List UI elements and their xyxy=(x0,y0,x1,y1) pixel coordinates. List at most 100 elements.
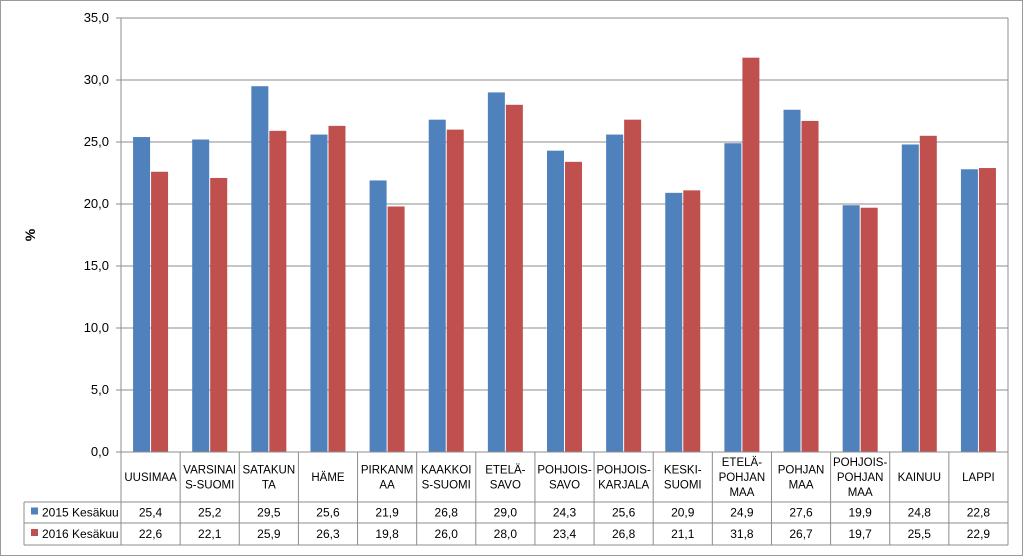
legend-swatch xyxy=(31,507,38,515)
x-tick-label: SUOMI xyxy=(664,480,702,492)
x-tick-label: POHJOIS- xyxy=(596,465,650,477)
x-tick-label: S-SUOMI xyxy=(185,480,234,492)
y-tick-label: 15,0 xyxy=(84,258,109,273)
y-axis-title: % xyxy=(22,228,38,241)
data-label: 24,9 xyxy=(730,506,754,520)
data-label: 21,9 xyxy=(375,506,399,520)
bar-series1 xyxy=(133,137,151,453)
legend-swatch xyxy=(31,529,38,536)
x-tick-label: S-SUOMI xyxy=(422,480,471,492)
data-label: 26,8 xyxy=(435,506,459,520)
bar-series1 xyxy=(665,192,683,452)
legend-label: 2015 Kesäkuu xyxy=(42,506,119,520)
x-tick-label: KARJALA xyxy=(598,480,649,492)
data-label: 20,9 xyxy=(671,506,695,520)
bar-series2 xyxy=(151,171,169,452)
x-tick-label: POHJAN xyxy=(837,472,884,484)
bar-series2 xyxy=(387,206,405,452)
x-tick-label: PIRKANM xyxy=(361,465,413,477)
data-label: 25,4 xyxy=(139,506,163,520)
x-tick-label: SAVO xyxy=(490,480,521,492)
bar-series1 xyxy=(251,86,269,452)
x-tick-label: VARSINAI xyxy=(183,465,236,477)
data-label: 21,1 xyxy=(671,527,695,541)
data-label: 25,6 xyxy=(316,506,340,520)
bar-series1 xyxy=(606,134,624,452)
bar-series1 xyxy=(901,144,919,453)
x-tick-label: TA xyxy=(262,480,276,492)
data-label: 26,0 xyxy=(435,527,459,541)
bar-series2 xyxy=(565,161,582,452)
y-tick-label: 5,0 xyxy=(91,382,109,397)
x-tick-label: LAPPI xyxy=(962,472,995,484)
data-label: 22,8 xyxy=(967,506,991,520)
bar-series2 xyxy=(801,120,819,453)
bar-series1 xyxy=(310,134,328,452)
x-tick-label: SATAKUN xyxy=(243,465,296,477)
y-tick-label: 20,0 xyxy=(84,196,109,211)
bar-series1 xyxy=(724,143,742,453)
data-label: 19,8 xyxy=(375,527,399,541)
data-label: 26,7 xyxy=(789,527,813,541)
y-tick-label: 0,0 xyxy=(91,444,109,459)
x-tick-label: UUSIMAA xyxy=(124,472,177,484)
bar-series1 xyxy=(192,139,210,452)
bar-series2 xyxy=(978,168,996,453)
bar-series2 xyxy=(328,125,346,452)
bar-series2 xyxy=(860,207,878,452)
x-tick-label: POHJOIS- xyxy=(537,465,591,477)
x-tick-label: MAA xyxy=(789,480,814,492)
x-tick-label: AA xyxy=(379,480,395,492)
data-label: 24,8 xyxy=(908,506,932,520)
data-label: 25,9 xyxy=(257,527,281,541)
bar-series2 xyxy=(210,177,228,452)
data-label: 29,5 xyxy=(257,506,281,520)
data-label: 23,4 xyxy=(553,527,577,541)
data-label: 26,3 xyxy=(316,527,340,541)
data-label: 26,8 xyxy=(612,527,636,541)
data-label: 29,0 xyxy=(494,506,518,520)
x-tick-label: KESKI- xyxy=(664,465,702,477)
bar-series1 xyxy=(547,150,564,452)
y-tick-label: 25,0 xyxy=(84,134,109,149)
y-tick-label: 30,0 xyxy=(84,72,109,87)
data-label: 19,9 xyxy=(848,506,872,520)
y-tick-label: 35,0 xyxy=(84,10,109,25)
x-tick-label: POHJAN xyxy=(719,472,766,484)
x-tick-label: POHJAN xyxy=(778,465,825,477)
x-tick-label: SAVO xyxy=(549,480,580,492)
x-tick-label: ETELÄ- xyxy=(722,457,762,469)
bar-series1 xyxy=(428,119,446,453)
data-label: 25,6 xyxy=(612,506,636,520)
bar-series1 xyxy=(842,205,860,452)
bar-series1 xyxy=(783,109,801,452)
data-label: 31,8 xyxy=(730,527,754,541)
legend-label: 2016 Kesäkuu xyxy=(42,527,119,541)
x-tick-label: KAINUU xyxy=(898,472,941,484)
x-tick-label: KAAKKOI xyxy=(421,465,472,477)
data-label: 25,5 xyxy=(908,527,932,541)
data-label: 24,3 xyxy=(553,506,577,520)
bar-series2 xyxy=(505,104,523,453)
x-tick-label: MAA xyxy=(848,487,873,499)
bar-series1 xyxy=(369,180,387,452)
data-label: 22,1 xyxy=(198,527,222,541)
bar-series2 xyxy=(683,190,701,453)
x-tick-label: HÄME xyxy=(311,472,345,484)
y-tick-label: 10,0 xyxy=(84,320,109,335)
x-tick-label: MAA xyxy=(729,487,754,499)
x-tick-label: POHJOIS- xyxy=(833,457,887,469)
bar-series1 xyxy=(487,92,505,453)
data-label: 25,2 xyxy=(198,506,222,520)
bar-series2 xyxy=(446,129,464,452)
bar-series2 xyxy=(269,130,287,452)
data-label: 22,9 xyxy=(967,527,991,541)
data-label: 19,7 xyxy=(848,527,872,541)
data-label: 28,0 xyxy=(494,527,518,541)
data-label: 22,6 xyxy=(139,527,163,541)
data-label: 27,6 xyxy=(789,506,813,520)
bar-series2 xyxy=(624,119,642,453)
x-tick-label: ETELÄ- xyxy=(485,465,525,477)
